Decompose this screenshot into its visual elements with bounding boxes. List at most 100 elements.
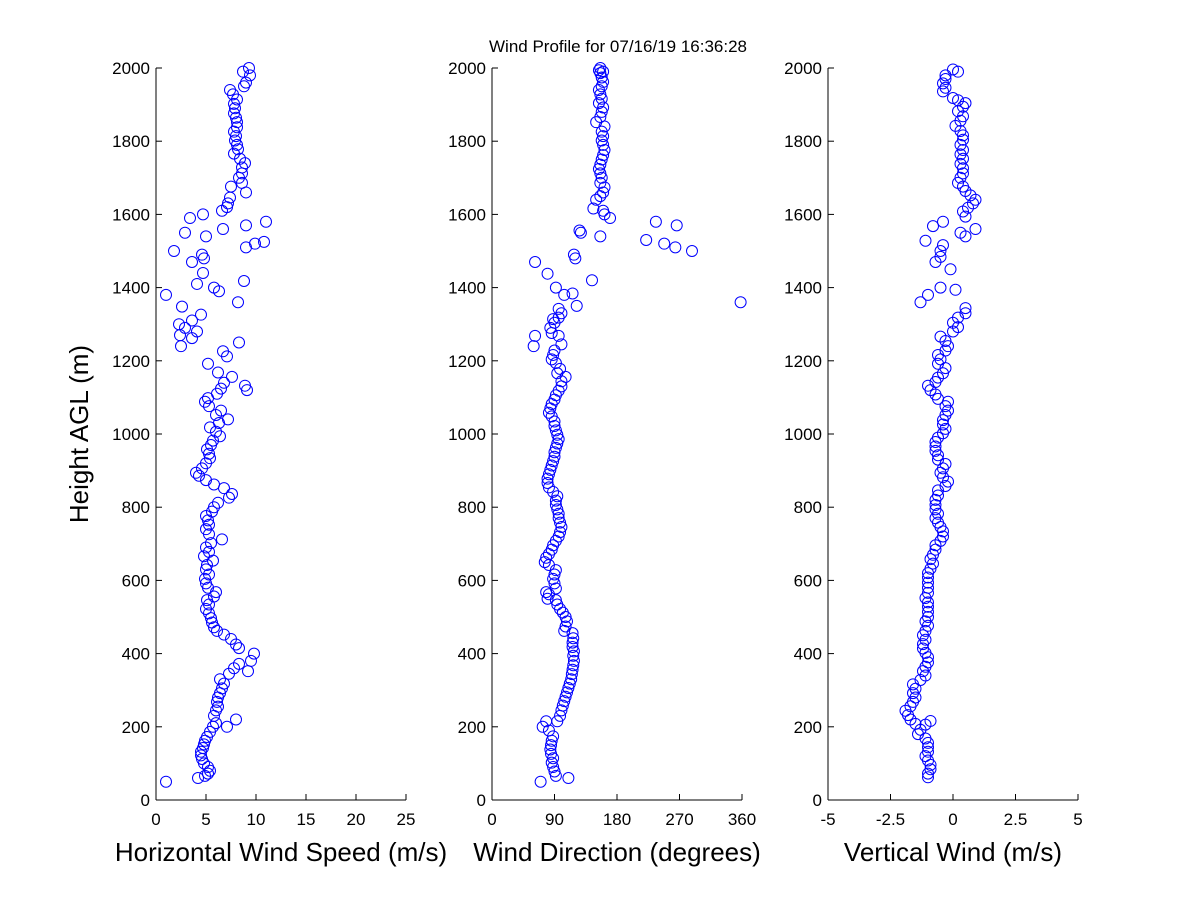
data-point bbox=[231, 121, 243, 134]
data-point bbox=[555, 375, 568, 388]
data-point bbox=[547, 348, 560, 361]
data-point bbox=[225, 180, 237, 193]
y-tick-label: 2000 bbox=[448, 59, 486, 78]
data-point bbox=[686, 245, 698, 257]
data-point bbox=[922, 581, 934, 594]
data-point bbox=[567, 659, 580, 672]
data-point bbox=[232, 143, 244, 156]
data-point bbox=[658, 237, 671, 250]
data-point bbox=[545, 410, 558, 423]
data-point bbox=[200, 230, 212, 243]
data-point bbox=[597, 149, 610, 162]
data-point bbox=[939, 458, 952, 471]
data-point bbox=[934, 250, 947, 263]
data-point bbox=[260, 215, 272, 228]
data-point bbox=[229, 102, 241, 115]
data-point bbox=[559, 370, 572, 383]
data-point bbox=[195, 749, 207, 762]
data-point bbox=[218, 677, 230, 690]
data-point bbox=[548, 450, 561, 463]
data-point bbox=[173, 318, 185, 331]
data-point bbox=[555, 338, 568, 351]
data-point bbox=[558, 288, 571, 301]
data-point bbox=[934, 245, 947, 257]
data-point bbox=[594, 88, 607, 101]
data-point bbox=[967, 197, 979, 210]
y-tick-label: 600 bbox=[458, 571, 486, 590]
data-point bbox=[592, 83, 605, 96]
data-point bbox=[597, 65, 610, 78]
data-point bbox=[205, 537, 217, 550]
x-tick-label: 5 bbox=[1073, 810, 1082, 829]
y-tick-label: 2000 bbox=[112, 59, 150, 78]
data-point bbox=[529, 329, 542, 342]
data-point bbox=[934, 330, 947, 343]
data-point bbox=[547, 313, 560, 326]
data-point bbox=[224, 83, 236, 96]
data-point bbox=[197, 266, 209, 279]
y-tick-label: 800 bbox=[794, 498, 822, 517]
data-point bbox=[927, 220, 939, 233]
x-tick-label: 0 bbox=[487, 810, 496, 829]
data-point bbox=[549, 494, 562, 507]
data-point bbox=[594, 176, 607, 189]
y-tick-label: 1400 bbox=[448, 279, 486, 298]
data-point bbox=[218, 376, 230, 389]
data-point bbox=[168, 245, 180, 257]
data-point bbox=[545, 739, 558, 752]
y-tick-label: 400 bbox=[122, 645, 150, 664]
data-point bbox=[561, 686, 573, 699]
data-point bbox=[193, 469, 205, 482]
data-point bbox=[222, 197, 234, 210]
y-tick-label: 2000 bbox=[784, 59, 822, 78]
data-point bbox=[534, 775, 547, 788]
data-point bbox=[552, 302, 565, 315]
data-point bbox=[210, 425, 222, 438]
data-point bbox=[549, 441, 562, 454]
data-point bbox=[959, 97, 972, 110]
data-point bbox=[574, 226, 587, 239]
data-point bbox=[907, 678, 919, 691]
data-point bbox=[567, 649, 580, 662]
data-point bbox=[541, 477, 554, 490]
data-point bbox=[201, 559, 213, 572]
data-points bbox=[899, 63, 982, 784]
data-point bbox=[551, 490, 564, 503]
data-point bbox=[551, 437, 564, 450]
data-point bbox=[554, 516, 567, 529]
x-tick-label: 20 bbox=[347, 810, 366, 829]
x-tick-label: -2.5 bbox=[876, 810, 905, 829]
data-point bbox=[240, 219, 252, 232]
data-point bbox=[215, 382, 227, 395]
data-point bbox=[221, 720, 233, 733]
data-point bbox=[566, 636, 579, 649]
data-point bbox=[200, 509, 212, 522]
y-tick-label: 1800 bbox=[112, 132, 150, 151]
data-point bbox=[952, 311, 964, 324]
x-tick-label: 15 bbox=[297, 810, 316, 829]
data-point bbox=[937, 85, 949, 98]
data-point bbox=[202, 767, 214, 780]
data-point bbox=[212, 700, 224, 713]
y-tick-label: 1200 bbox=[112, 352, 150, 371]
data-point bbox=[567, 645, 580, 658]
data-point bbox=[567, 248, 580, 261]
x-tick-label: 360 bbox=[728, 810, 756, 829]
data-point bbox=[223, 491, 235, 504]
y-tick-label: 1000 bbox=[112, 425, 150, 444]
data-point bbox=[212, 366, 224, 379]
data-point bbox=[214, 673, 226, 686]
data-point bbox=[200, 474, 212, 487]
data-point bbox=[548, 568, 561, 581]
data-point bbox=[947, 92, 959, 105]
x-tick-label: 0 bbox=[948, 810, 957, 829]
data-point bbox=[538, 556, 551, 569]
data-point bbox=[233, 642, 245, 655]
x-tick-label: 10 bbox=[247, 810, 266, 829]
data-point bbox=[186, 314, 198, 327]
data-point bbox=[570, 299, 583, 312]
data-point bbox=[929, 444, 942, 457]
x-tick-label: 90 bbox=[545, 810, 564, 829]
data-point bbox=[542, 588, 555, 601]
data-point bbox=[559, 620, 572, 633]
